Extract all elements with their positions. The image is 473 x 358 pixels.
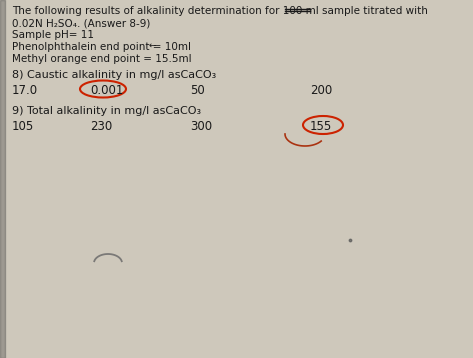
Text: 8) Caustic alkalinity in mg/l asCaCO₃: 8) Caustic alkalinity in mg/l asCaCO₃ [12,70,216,80]
Text: Methyl orange end point = 15.5ml: Methyl orange end point = 15.5ml [12,54,192,64]
Text: Sample pH= 11: Sample pH= 11 [12,30,94,40]
Text: 300: 300 [190,120,212,133]
Text: 50: 50 [190,84,205,97]
Text: 0.02N H₂SO₄. (Answer 8-9): 0.02N H₂SO₄. (Answer 8-9) [12,18,150,28]
Text: 200: 200 [310,84,332,97]
Text: 230: 230 [90,120,112,133]
Text: 0.001: 0.001 [90,84,123,97]
Text: The following results of alkalinity determination for 100 ml sample titrated wit: The following results of alkalinity dete… [12,6,428,16]
Text: 17.0: 17.0 [12,84,38,97]
Text: 9) Total alkalinity in mg/l asCaCO₃: 9) Total alkalinity in mg/l asCaCO₃ [12,106,201,116]
Text: Phenolphthalein end point = 10ml: Phenolphthalein end point = 10ml [12,42,191,52]
Text: 105: 105 [12,120,34,133]
Text: 155: 155 [310,120,332,133]
Text: ←: ← [149,41,157,50]
